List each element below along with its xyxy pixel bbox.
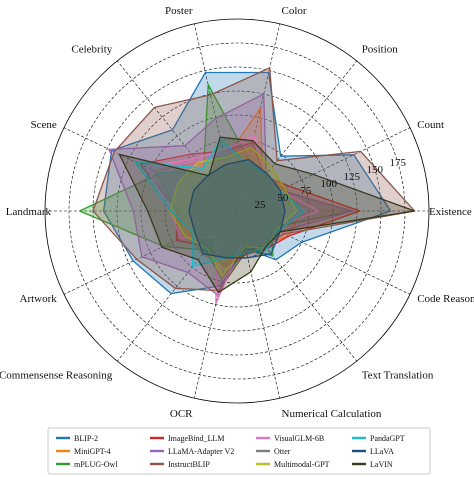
grid-ring	[212, 186, 262, 236]
grid-spoke	[193, 210, 238, 399]
legend-entry-label: VisualGLM-6B	[274, 434, 324, 443]
grid-spoke	[236, 210, 357, 362]
axis-label: OCR	[170, 408, 193, 420]
legend-frame	[47, 427, 431, 475]
series-polygon	[118, 136, 416, 294]
grid-spoke	[236, 60, 357, 212]
legend-entry-label: InstructBLIP	[168, 460, 210, 469]
series-polygon	[102, 71, 392, 295]
legend-entry-label: LLaMA-Adapter V2	[168, 447, 234, 456]
radial-tick-label: 75	[300, 185, 312, 197]
grid-spoke	[236, 210, 411, 295]
series-polygon	[169, 146, 298, 278]
legend-entry-label: Otter	[274, 447, 291, 456]
series-polygon	[188, 158, 286, 259]
series-polygon	[108, 93, 353, 296]
grid-spoke	[63, 210, 238, 295]
radial-tick-label: 50	[277, 192, 289, 204]
grid-spoke	[236, 23, 281, 212]
legend-entry-label: ImageBind_LLM	[168, 434, 224, 443]
radial-tick-label: 100	[321, 178, 338, 190]
series-layer	[78, 67, 416, 305]
axis-label: Color	[282, 5, 307, 17]
grid-spoke	[236, 210, 281, 399]
axis-label: Landmark	[6, 206, 52, 218]
axis-label: Artwork	[20, 293, 58, 305]
radial-tick-label: 175	[389, 157, 406, 169]
axis-label-layer: Existence Count Position Color Poster Celebri…	[0, 5, 474, 420]
legend-entry-label: mPLUG-Owl	[74, 460, 118, 469]
legend-entry-label: LaVIN	[370, 460, 393, 469]
legend-entry-label: BLIP-2	[74, 434, 98, 443]
series-polygon	[134, 139, 305, 268]
axis-label: Celebrity	[71, 44, 112, 56]
axis-label: Scene	[31, 119, 57, 131]
axis-label: Code Reasoning	[417, 293, 474, 305]
grid-spoke	[236, 127, 411, 212]
axis-label: Existence	[429, 206, 472, 218]
series-polygon	[92, 67, 416, 292]
grid-spoke	[117, 60, 238, 212]
grid-spoke	[117, 210, 238, 362]
axis-label: Text Translation	[362, 369, 434, 381]
grid-layer	[44, 18, 430, 404]
axis-label: Poster	[165, 5, 193, 17]
legend-entry-label: MiniGPT-4	[74, 447, 111, 456]
axis-label: Numerical Calculation	[282, 408, 382, 420]
axis-label: Commensense Reasoning	[0, 369, 113, 381]
radial-tick-label: 125	[344, 171, 361, 183]
radial-tick-label: 25	[255, 199, 267, 211]
axis-label: Count	[417, 119, 444, 131]
grid-spoke	[63, 127, 238, 212]
radial-tick-layer: 25 50 75 100 125 150 175	[255, 157, 407, 211]
legend-entry-label: LLaVA	[370, 447, 394, 456]
legend-entry-label: PandaGPT	[370, 434, 405, 443]
legend-entry-label: Multimodal-GPT	[274, 460, 330, 469]
radial-tick-label: 150	[366, 164, 383, 176]
axis-label: Position	[362, 44, 399, 56]
grid-spoke	[193, 23, 238, 212]
legend: BLIP-2 MiniGPT-4 mPLUG-Owl ImageBind_LLM LLa…	[47, 427, 431, 475]
